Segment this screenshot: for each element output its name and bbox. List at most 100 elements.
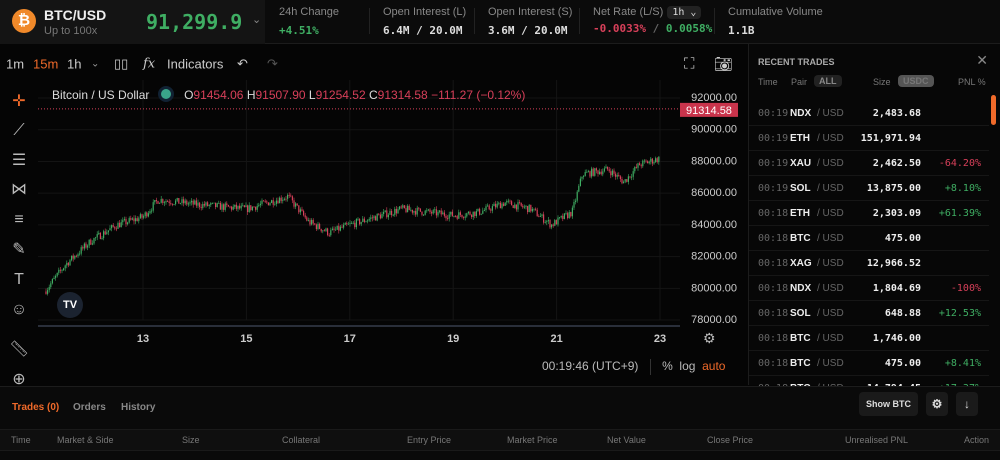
candle-body <box>615 173 617 177</box>
fullscreen-icon[interactable]: ⛶ <box>684 55 695 73</box>
candle-body <box>328 234 330 236</box>
list-item: 00:18 NDX / USD 1,804.69 -100% <box>749 276 989 301</box>
candle-body <box>611 170 613 176</box>
candle-body <box>450 211 452 215</box>
column-header: Action <box>964 435 990 445</box>
candlestick-type-icon[interactable]: ▯▯ <box>114 56 129 71</box>
candle-body <box>344 223 346 225</box>
candle-body <box>496 203 498 208</box>
candle-body <box>165 201 167 203</box>
candle-body <box>458 212 460 219</box>
indicators-button[interactable]: Indicators <box>167 56 224 72</box>
candle-body <box>96 234 98 238</box>
tab-orders[interactable]: Orders <box>73 402 106 413</box>
candle-body <box>579 178 581 186</box>
undo-icon[interactable]: ↶ <box>237 56 248 71</box>
candle-body <box>363 218 365 222</box>
tab-trades[interactable]: Trades (0) <box>12 402 60 413</box>
candle-body <box>477 208 479 212</box>
candle-body <box>395 208 397 214</box>
candle-body <box>471 214 473 218</box>
candle-body <box>514 204 516 209</box>
candle-body <box>61 270 63 271</box>
crosshair-icon[interactable]: ✛ <box>12 93 26 110</box>
download-icon[interactable]: ↓ <box>956 392 978 416</box>
candle-body <box>215 202 217 208</box>
candle-body <box>135 218 137 222</box>
candle-body <box>269 202 271 206</box>
candle-body <box>354 222 356 228</box>
candle-body <box>386 210 388 218</box>
timeframe-1m[interactable]: 1m <box>6 56 25 72</box>
candle-body <box>306 217 308 221</box>
mark-price: 91,299.9 <box>146 10 243 34</box>
status-dot <box>160 89 171 99</box>
candle-body <box>95 237 97 239</box>
net-rate-interval-select[interactable]: 1h ⌄ <box>667 6 702 19</box>
candle-body <box>258 205 260 206</box>
camera-icon[interactable]: 📷︎ <box>714 56 734 73</box>
size-unit-toggle[interactable]: USDC <box>898 75 934 87</box>
pattern-icon[interactable]: ⋈ <box>11 181 27 198</box>
stat-cumulative-volume: Cumulative Volume 1.1B <box>728 6 823 37</box>
recent-trades-panel: RECENT TRADES ✕ Time Pair ALL Size USDC … <box>748 44 1000 401</box>
candle-body <box>442 212 444 215</box>
candle-body <box>106 232 108 235</box>
ruler-icon[interactable]: 📏︎ <box>9 341 30 358</box>
brush-icon[interactable]: ✎ <box>12 241 26 258</box>
candle-body <box>347 223 349 225</box>
zoom-in-icon[interactable]: ⊕ <box>12 371 26 388</box>
candle-body <box>136 218 138 222</box>
candle-body <box>195 200 197 206</box>
candle-body <box>341 226 343 228</box>
pair-selector[interactable]: ₿ BTC/USD Up to 100x 91,299.9 ⌄ <box>0 0 265 44</box>
candle-body <box>226 203 228 206</box>
list-item: 00:18 BTC / USD 1,746.00 <box>749 326 989 351</box>
chevron-down-icon[interactable]: ⌄ <box>91 58 100 70</box>
horizontal-lines-icon[interactable]: ☰ <box>11 152 27 169</box>
candle-body <box>58 269 60 273</box>
chevron-down-icon[interactable]: ⌄ <box>252 14 262 26</box>
show-btc-button[interactable]: Show BTC <box>859 392 918 416</box>
auto-toggle[interactable]: auto <box>702 359 726 374</box>
candle-body <box>111 225 113 229</box>
candle-body <box>175 200 177 205</box>
function-icon[interactable]: fx <box>143 56 156 72</box>
timeframe-15m[interactable]: 15m <box>33 56 59 72</box>
emoji-icon[interactable]: ☺ <box>10 301 28 318</box>
candle-body <box>405 208 407 213</box>
candle-body <box>243 205 245 208</box>
fib-icon[interactable]: ≡ <box>14 211 24 228</box>
candle-body <box>55 275 57 278</box>
candle-body <box>47 290 49 294</box>
text-icon[interactable]: T <box>14 271 24 288</box>
candle-body <box>427 209 429 211</box>
candle-body <box>658 156 660 163</box>
candle-body <box>127 222 129 225</box>
redo-icon[interactable]: ↷ <box>267 56 278 71</box>
pair-filter[interactable]: ALL <box>814 75 842 87</box>
candle-body <box>88 239 90 246</box>
candle-body <box>595 168 597 171</box>
candle-body <box>647 161 649 164</box>
candle-body <box>163 202 165 204</box>
price-chart[interactable]: 13 15 17 19 21 23 78000.00 80000.00 82000.00 8400… <box>0 80 748 385</box>
candle-body <box>512 205 514 209</box>
settings-icon[interactable]: ⚙ <box>703 330 716 346</box>
tab-history[interactable]: History <box>121 402 156 413</box>
trend-line-icon[interactable]: ⟋ <box>13 122 25 139</box>
percent-toggle[interactable]: % <box>662 359 673 374</box>
log-toggle[interactable]: log <box>679 359 696 374</box>
candle-body <box>117 222 119 229</box>
scrollbar[interactable] <box>991 95 996 125</box>
timeframe-1h[interactable]: 1h <box>67 56 82 72</box>
candle-body <box>463 217 465 218</box>
candle-body <box>544 222 546 223</box>
candle-body <box>216 203 218 208</box>
settings-icon[interactable]: ⚙ <box>926 392 948 416</box>
candle-body <box>621 178 623 184</box>
candle-body <box>59 269 61 271</box>
close-icon[interactable]: ✕ <box>976 52 988 68</box>
candle-body <box>522 205 524 208</box>
candle-body <box>403 205 405 209</box>
